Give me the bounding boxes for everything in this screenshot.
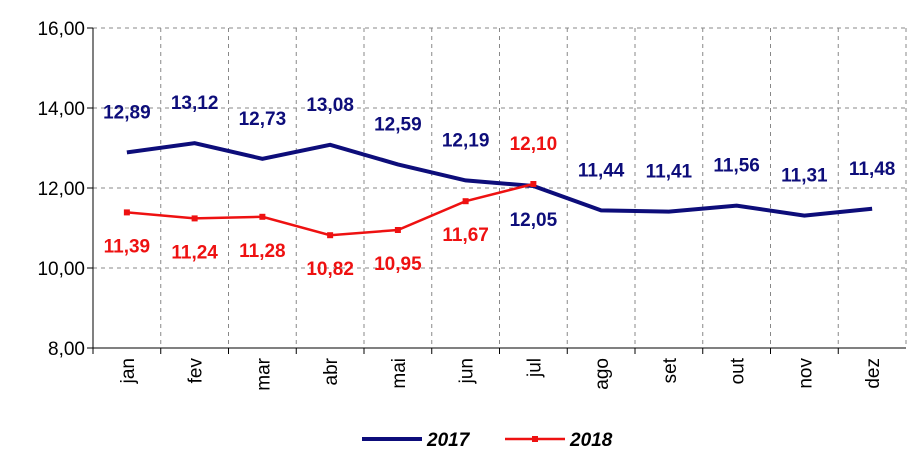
point-marker [191,215,198,222]
legend-label: 2017 [426,430,471,451]
value-label: 13,08 [306,95,354,116]
point-marker [530,181,537,187]
value-label: 11,56 [713,156,760,177]
x-tick-label: jul [524,358,545,378]
x-tick-label: abr [321,357,342,385]
x-tick-label: dez [863,358,884,389]
value-label: 11,48 [849,159,896,180]
value-label: 11,24 [171,242,218,263]
x-tick-label: set [660,357,681,383]
value-label: 11,44 [578,160,625,181]
legend-marker [532,436,538,442]
y-tick-label: 8,00 [48,339,85,360]
value-label: 12,05 [510,210,558,231]
x-tick-label: jun [457,358,478,384]
value-label: 12,19 [442,130,490,151]
value-label: 11,31 [781,166,828,187]
x-tick-label: fev [186,358,207,384]
value-label: 11,28 [239,241,286,262]
value-label: 12,59 [374,114,422,135]
x-tick-label: mar [253,357,274,390]
point-marker [259,213,266,220]
x-tick-label: jan [118,358,139,384]
x-tick-label: nov [795,358,816,389]
value-label: 11,39 [104,236,151,257]
point-marker [327,232,334,239]
value-label: 10,82 [306,259,354,280]
y-tick-label: 16,00 [37,19,85,40]
legend-label: 2018 [569,430,613,451]
value-label: 13,12 [171,93,219,114]
value-label: 12,10 [510,134,558,155]
y-tick-label: 10,00 [37,259,85,280]
point-marker [462,198,469,205]
x-tick-label: mai [389,358,410,389]
value-label: 12,73 [239,109,287,130]
y-tick-label: 14,00 [37,99,85,120]
value-label: 12,89 [103,102,151,123]
x-tick-label: ago [592,358,613,390]
x-tick-label: out [728,357,749,384]
value-label: 11,67 [442,225,489,246]
value-label: 11,41 [646,162,693,183]
series-line [126,141,873,218]
point-marker [123,209,130,216]
point-marker [394,227,401,233]
value-label: 10,95 [374,254,422,275]
y-tick-label: 12,00 [37,179,85,200]
